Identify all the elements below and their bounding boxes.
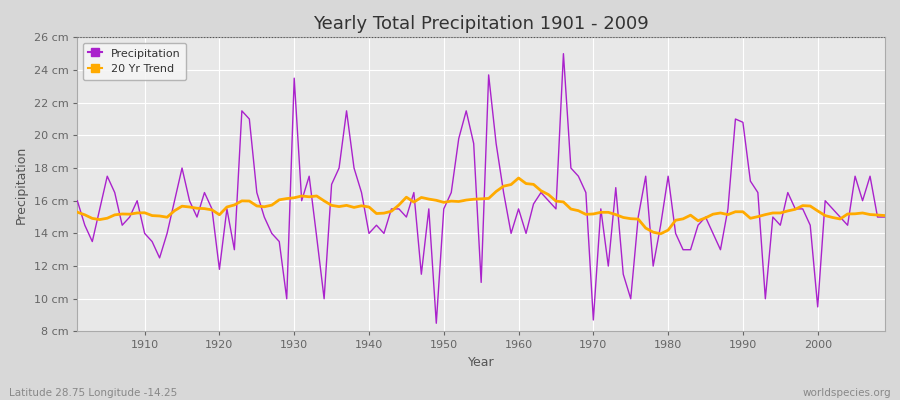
20 Yr Trend — [520, 181, 531, 186]
X-axis label: Year: Year — [468, 356, 494, 369]
Text: Latitude 28.75 Longitude -14.25: Latitude 28.75 Longitude -14.25 — [9, 388, 177, 398]
Text: worldspecies.org: worldspecies.org — [803, 388, 891, 398]
Line: 20 Yr Trend: 20 Yr Trend — [77, 178, 885, 234]
Precipitation — [131, 198, 142, 203]
Precipitation — [513, 206, 524, 211]
20 Yr Trend — [879, 213, 890, 218]
20 Yr Trend — [131, 210, 142, 215]
Legend: Precipitation, 20 Yr Trend: Precipitation, 20 Yr Trend — [83, 43, 186, 80]
Precipitation — [72, 198, 83, 203]
20 Yr Trend — [341, 203, 352, 208]
20 Yr Trend — [72, 210, 83, 214]
Precipitation — [879, 215, 890, 220]
Precipitation — [558, 51, 569, 56]
Precipitation — [296, 198, 307, 203]
20 Yr Trend — [610, 212, 621, 217]
Y-axis label: Precipitation: Precipitation — [15, 145, 28, 224]
20 Yr Trend — [513, 176, 524, 180]
Title: Yearly Total Precipitation 1901 - 2009: Yearly Total Precipitation 1901 - 2009 — [313, 15, 649, 33]
Precipitation — [618, 272, 629, 277]
Precipitation — [431, 321, 442, 326]
20 Yr Trend — [655, 231, 666, 236]
Line: Precipitation: Precipitation — [77, 54, 885, 323]
Precipitation — [341, 108, 352, 113]
20 Yr Trend — [296, 194, 307, 198]
Precipitation — [520, 231, 531, 236]
20 Yr Trend — [506, 182, 517, 187]
